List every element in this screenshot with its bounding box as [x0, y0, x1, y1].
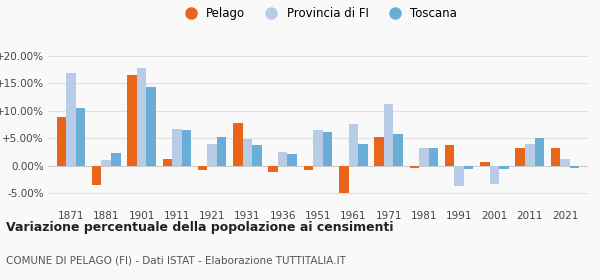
Bar: [551, 148, 560, 166]
Bar: [515, 148, 525, 166]
Bar: [464, 166, 473, 169]
Bar: [419, 148, 428, 166]
Bar: [163, 159, 172, 166]
Bar: [454, 166, 464, 186]
Bar: [570, 166, 580, 167]
Bar: [304, 166, 313, 170]
Bar: [233, 123, 242, 166]
Bar: [111, 153, 121, 166]
Bar: [146, 87, 156, 166]
Bar: [358, 144, 368, 166]
Bar: [374, 137, 384, 166]
Bar: [560, 159, 570, 166]
Text: Variazione percentuale della popolazione ai censimenti: Variazione percentuale della popolazione…: [6, 221, 394, 234]
Bar: [182, 130, 191, 166]
Bar: [287, 154, 297, 166]
Bar: [56, 117, 66, 166]
Legend: Pelago, Provincia di FI, Toscana: Pelago, Provincia di FI, Toscana: [179, 7, 457, 20]
Bar: [349, 124, 358, 166]
Bar: [394, 134, 403, 166]
Bar: [217, 137, 226, 166]
Bar: [535, 138, 544, 166]
Bar: [339, 166, 349, 193]
Text: COMUNE DI PELAGO (FI) - Dati ISTAT - Elaborazione TUTTITALIA.IT: COMUNE DI PELAGO (FI) - Dati ISTAT - Ela…: [6, 255, 346, 265]
Bar: [172, 129, 182, 166]
Bar: [208, 144, 217, 166]
Bar: [499, 166, 509, 169]
Bar: [480, 162, 490, 166]
Bar: [410, 166, 419, 168]
Bar: [313, 130, 323, 166]
Bar: [242, 139, 252, 166]
Bar: [428, 148, 438, 166]
Bar: [445, 145, 454, 166]
Bar: [323, 132, 332, 166]
Bar: [76, 108, 85, 166]
Bar: [268, 166, 278, 172]
Bar: [490, 166, 499, 184]
Bar: [66, 73, 76, 166]
Bar: [384, 104, 394, 166]
Bar: [198, 166, 208, 170]
Bar: [101, 160, 111, 166]
Bar: [137, 68, 146, 166]
Bar: [278, 152, 287, 166]
Bar: [252, 145, 262, 166]
Bar: [92, 166, 101, 185]
Bar: [127, 75, 137, 166]
Bar: [525, 144, 535, 166]
